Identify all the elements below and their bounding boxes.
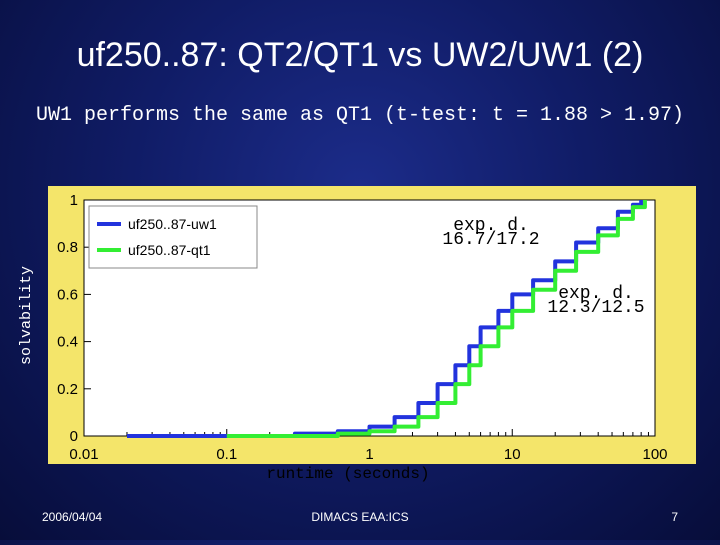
y-tick-label: 0.2 — [57, 381, 78, 398]
x-axis-label: runtime (seconds) — [266, 465, 430, 483]
x-tick-label: 10 — [504, 446, 521, 463]
legend-entry: uf250..87-uw1 — [128, 216, 217, 232]
y-tick-label: 0.6 — [57, 286, 78, 303]
y-axis-label: solvability — [18, 265, 35, 365]
x-tick-label: 0.01 — [69, 446, 98, 463]
legend-entry: uf250..87-qt1 — [128, 242, 211, 258]
page-number: 7 — [671, 510, 678, 524]
x-tick-label: 0.1 — [216, 446, 237, 463]
legend: uf250..87-uw1 uf250..87-qt1 — [88, 205, 258, 269]
legend-box — [88, 205, 258, 269]
series-line-qt1 — [226, 200, 647, 438]
slide-subtitle: UW1 performs the same as QT1 (t-test: t … — [35, 104, 685, 127]
series-layer — [127, 200, 647, 438]
annotation-label: exp. d. — [558, 284, 634, 304]
x-tick-label: 100 — [642, 446, 667, 463]
footer-venue: DIMACS EAA:ICS — [311, 510, 409, 524]
annotation-detail: 12.3/12.5 — [547, 298, 644, 318]
x-tick-label: 1 — [365, 446, 373, 463]
y-tick-label: 1 — [70, 192, 78, 209]
footer-date: 2006/04/04 — [42, 510, 103, 524]
y-tick-label: 0.4 — [57, 334, 78, 351]
annotation-detail: 16.7/17.2 — [442, 230, 539, 250]
y-tick-label: 0 — [70, 428, 78, 445]
y-tick-label: 0.8 — [57, 239, 78, 256]
slide-title: uf250..87: QT2/QT1 vs UW2/UW1 (2) — [76, 36, 644, 74]
annotation-label: exp. d. — [453, 216, 529, 236]
